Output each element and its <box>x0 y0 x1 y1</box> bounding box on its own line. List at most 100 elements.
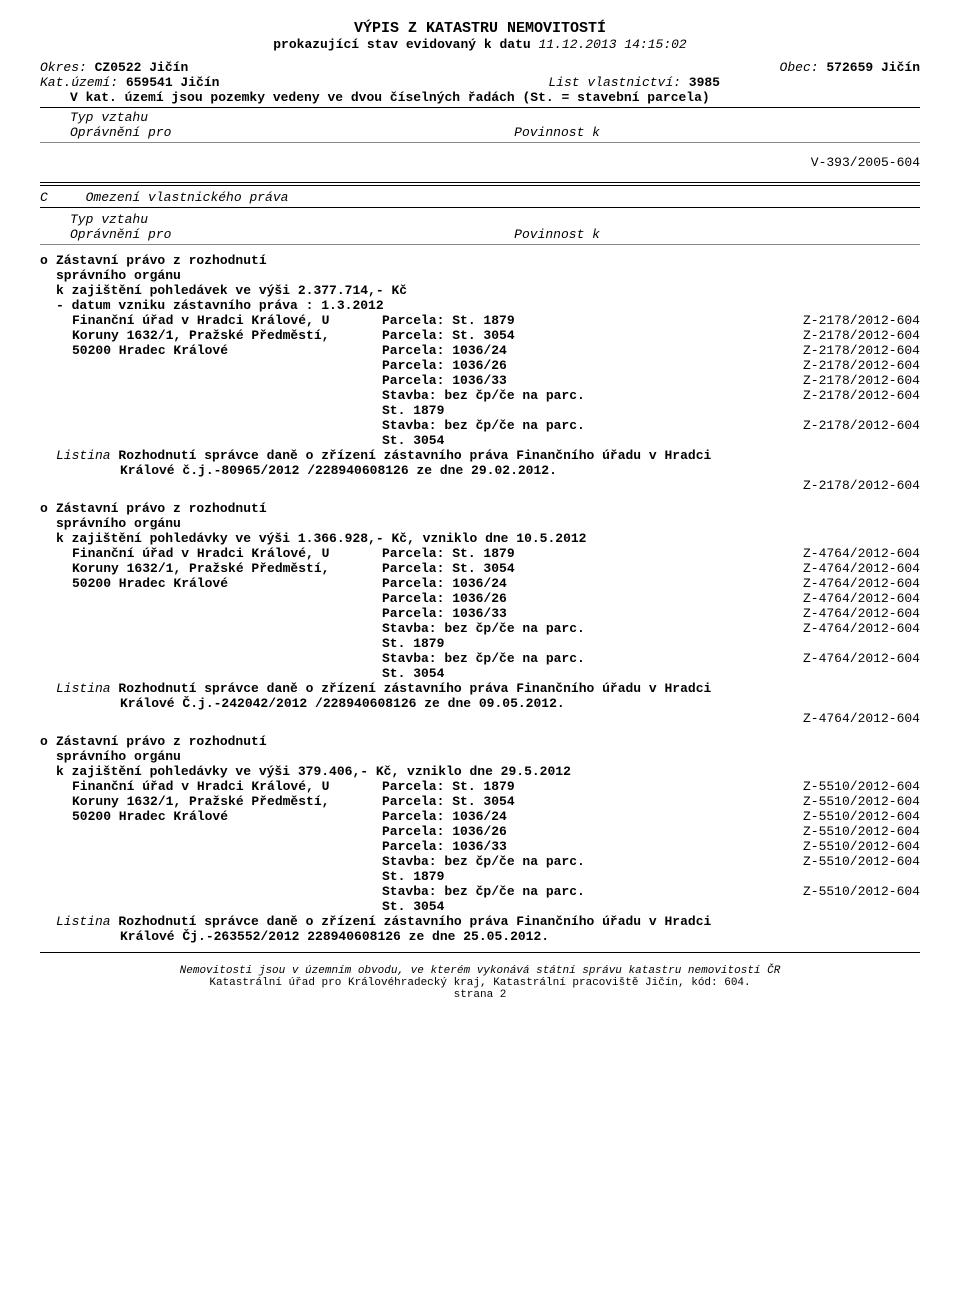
creditor-line <box>72 621 372 636</box>
opravneni: Oprávnění pro <box>70 125 171 140</box>
parcel-ref: Parcela: 1036/24 <box>372 576 642 591</box>
creditor-line <box>72 433 372 448</box>
z-code: Z-2178/2012-604 <box>642 313 920 328</box>
subtitle-date: 11.12.2013 14:15:02 <box>539 37 687 52</box>
povinnost: Povinnost k <box>514 227 600 242</box>
footer-line-2: Katastrální úřad pro Královéhradecký kra… <box>40 977 920 989</box>
z-code: Z-2178/2012-604 <box>642 373 920 388</box>
entry-heading: Zástavní právo z rozhodnutí <box>56 501 267 516</box>
entry-heading2: správního orgánu <box>56 516 920 531</box>
section-c-row: C Omezení vlastnického práva <box>40 190 920 205</box>
divider <box>40 207 920 208</box>
listina-text2: Králové Čj.-263552/2012 228940608126 ze … <box>120 929 920 944</box>
parcel-ref: Parcela: St. 3054 <box>372 794 642 809</box>
parcel-ref: Stavba: bez čp/če na parc. <box>372 651 642 666</box>
entry-marker: o <box>40 734 56 749</box>
z-code <box>642 403 920 418</box>
parcel-ref: St. 1879 <box>372 403 642 418</box>
creditor-line: Koruny 1632/1, Pražské Předměstí, <box>72 794 372 809</box>
footer-line-1: Nemovitosti jsou v územním obvodu, ve kt… <box>40 965 920 977</box>
page-number: strana 2 <box>40 989 920 1001</box>
doc-subtitle: prokazující stav evidovaný k datu 11.12.… <box>40 37 920 52</box>
entry-detail: k zajištění pohledávek ve výši 2.377.714… <box>56 283 920 298</box>
creditor-line <box>72 651 372 666</box>
z-code: Z-2178/2012-604 <box>642 343 920 358</box>
divider <box>40 107 920 108</box>
z-code: Z-2178/2012-604 <box>642 418 920 433</box>
parcel-ref: St. 3054 <box>372 899 642 914</box>
opr-pov-row: Oprávnění pro Povinnost k <box>70 125 920 140</box>
creditor-line <box>72 869 372 884</box>
divider <box>40 182 920 183</box>
parcel-ref: Stavba: bez čp/če na parc. <box>372 388 642 403</box>
entry-detail: k zajištění pohledávky ve výši 1.366.928… <box>56 531 920 546</box>
listvlast-value: 3985 <box>689 75 720 90</box>
povinnost: Povinnost k <box>514 125 600 140</box>
z-code: Z-4764/2012-604 <box>642 606 920 621</box>
z-code: Z-5510/2012-604 <box>642 839 920 854</box>
creditor-line <box>72 418 372 433</box>
creditor-line: 50200 Hradec Králové <box>72 576 372 591</box>
entry-marker: o <box>40 501 56 516</box>
katuzemi-label: Kat.území: <box>40 75 118 90</box>
z-code: Z-5510/2012-604 <box>642 884 920 899</box>
entry-detail: - datum vzniku zástavního práva : 1.3.20… <box>56 298 920 313</box>
doc-title: VÝPIS Z KATASTRU NEMOVITOSTÍ <box>40 20 920 37</box>
listina-text: Rozhodnutí správce daně o zřízení zástav… <box>118 914 711 929</box>
parcel-ref: Parcela: 1036/26 <box>372 591 642 606</box>
parcel-ref: Parcela: 1036/33 <box>372 839 642 854</box>
parcel-ref: Parcela: St. 3054 <box>372 328 642 343</box>
z-code-summary: Z-4764/2012-604 <box>40 711 920 726</box>
divider <box>40 244 920 245</box>
creditor-line <box>72 824 372 839</box>
z-code: Z-4764/2012-604 <box>642 561 920 576</box>
parcel-ref: St. 3054 <box>372 433 642 448</box>
obec-value: 572659 Jičín <box>826 60 920 75</box>
parcel-ref: St. 1879 <box>372 636 642 651</box>
listina-label: Listina <box>56 681 111 696</box>
parcel-ref: Parcela: St. 1879 <box>372 546 642 561</box>
parcel-ref: Parcela: 1036/33 <box>372 606 642 621</box>
z-code <box>642 666 920 681</box>
listina-row: Listina Rozhodnutí správce daně o zřízen… <box>56 448 920 463</box>
entry-heading2: správního orgánu <box>56 268 920 283</box>
header-row-1: Okres: CZ0522 Jičín Obec: 572659 Jičín <box>40 60 920 75</box>
creditor-line: Koruny 1632/1, Pražské Předměstí, <box>72 561 372 576</box>
z-code: Z-2178/2012-604 <box>642 328 920 343</box>
vkat-line: V kat. území jsou pozemky vedeny ve dvou… <box>70 90 920 105</box>
okres-value: CZ0522 Jičín <box>95 60 189 75</box>
creditor-line <box>72 388 372 403</box>
creditor-line <box>72 884 372 899</box>
parcel-ref: Stavba: bez čp/če na parc. <box>372 621 642 636</box>
z-code: Z-5510/2012-604 <box>642 854 920 869</box>
parcel-ref: Stavba: bez čp/če na parc. <box>372 418 642 433</box>
header-row-2: Kat.území: 659541 Jičín List vlastnictví… <box>40 75 920 90</box>
z-code: Z-4764/2012-604 <box>642 591 920 606</box>
parcel-ref: Parcela: 1036/33 <box>372 373 642 388</box>
lien-entry: oZástavní právo z rozhodnutísprávního or… <box>40 734 920 944</box>
section-c-title: Omezení vlastnického práva <box>86 190 289 205</box>
listvlast-label: List vlastnictví: <box>548 75 681 90</box>
creditor-line <box>72 899 372 914</box>
divider <box>40 142 920 143</box>
z-code: Z-4764/2012-604 <box>642 546 920 561</box>
parcel-ref: Parcela: 1036/24 <box>372 809 642 824</box>
z-code: Z-5510/2012-604 <box>642 824 920 839</box>
listina-text: Rozhodnutí správce daně o zřízení zástav… <box>118 448 711 463</box>
entry-heading2: správního orgánu <box>56 749 920 764</box>
divider <box>40 952 920 953</box>
entry-marker: o <box>40 253 56 268</box>
obec-label: Obec: <box>780 60 819 75</box>
parcel-ref: Stavba: bez čp/če na parc. <box>372 854 642 869</box>
z-code <box>642 636 920 651</box>
creditor-line <box>72 373 372 388</box>
entry-detail: k zajištění pohledávky ve výši 379.406,-… <box>56 764 920 779</box>
typvztahu: Typ vztahu <box>70 110 920 125</box>
lien-entry: oZástavní právo z rozhodnutísprávního or… <box>40 253 920 493</box>
creditor-line: Finanční úřad v Hradci Králové, U <box>72 779 372 794</box>
creditor-line: Finanční úřad v Hradci Králové, U <box>72 546 372 561</box>
creditor-line <box>72 606 372 621</box>
creditor-line <box>72 591 372 606</box>
listina-text2: Králové Č.j.-242042/2012 /228940608126 z… <box>120 696 920 711</box>
entry-heading: Zástavní právo z rozhodnutí <box>56 253 267 268</box>
